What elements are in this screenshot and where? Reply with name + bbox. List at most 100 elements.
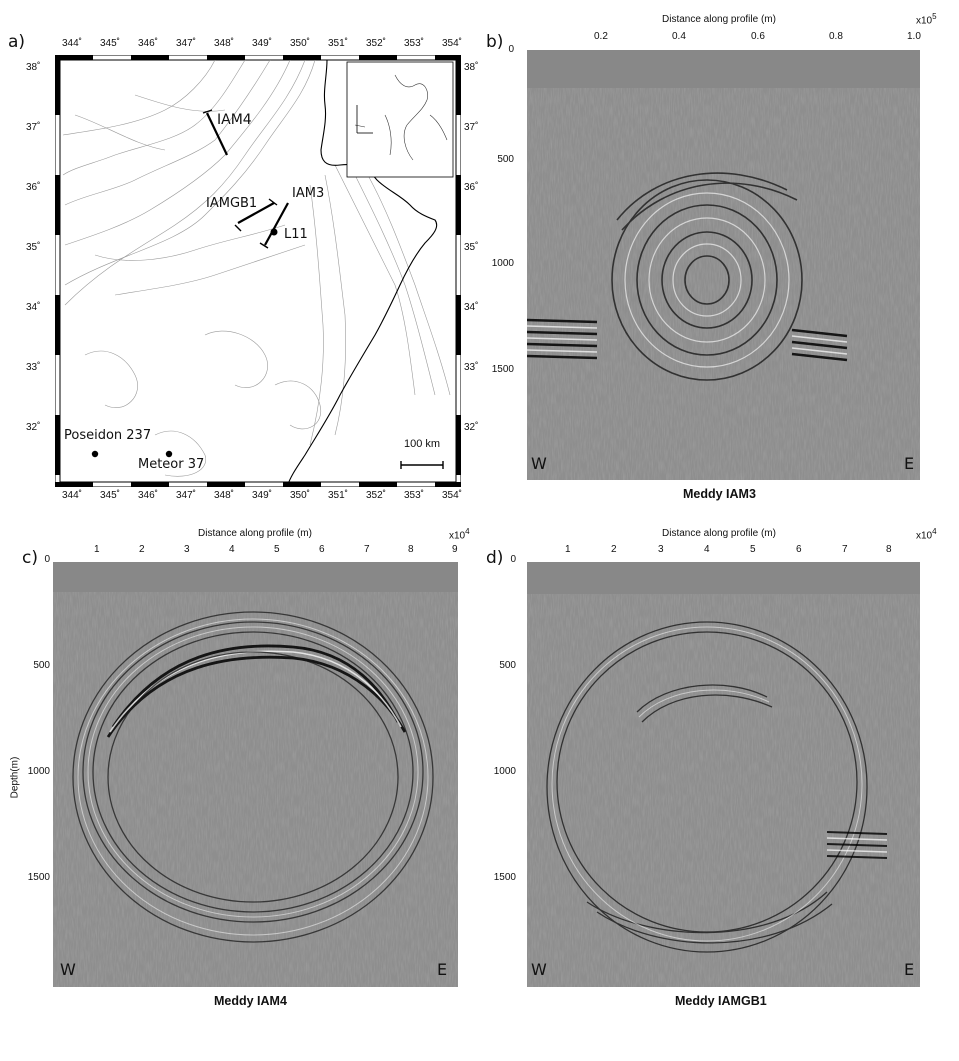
map-lon-ticks-top: 344˚ 345˚ 346˚ 347˚ 348˚ 349˚ 350˚ 351˚ 352˚ 353˚… <box>0 38 470 52</box>
map-lat-ticks-left: 38˚ 37˚ 36˚ 35˚ 34˚ 33˚ 32˚ <box>26 0 56 500</box>
map-lon-tick: 351˚ <box>328 38 349 49</box>
map-lon-tick: 350˚ <box>290 490 311 501</box>
panel-d-x-tick: 1 <box>565 544 571 555</box>
panel-d-letter: d) <box>486 548 504 568</box>
panel-c-west: W <box>60 960 76 979</box>
panel-b-x-title: Distance along profile (m) <box>662 14 776 25</box>
label-l11: L11 <box>284 227 308 242</box>
panel-b-letter: b) <box>486 32 504 52</box>
map-lon-tick: 344˚ <box>62 490 83 501</box>
map-lat-tick: 34˚ <box>26 302 41 313</box>
panel-b-x-tick: 0.2 <box>594 31 608 42</box>
panel-d-y-tick: 500 <box>499 660 516 671</box>
panel-c-y-tick: 500 <box>33 660 50 671</box>
map-lon-tick: 349˚ <box>252 490 273 501</box>
panel-c-x-tick: 2 <box>139 544 145 555</box>
panel-c-x-tick: 6 <box>319 544 325 555</box>
panel-b-y-tick: 500 <box>497 154 514 165</box>
panel-d-x-tick: 5 <box>750 544 756 555</box>
map-lon-ticks-bottom: 344˚ 345˚ 346˚ 347˚ 348˚ 349˚ 350˚ 351˚ 352˚ 353˚… <box>0 490 470 504</box>
panel-d-x-title: Distance along profile (m) <box>662 528 776 539</box>
map-lon-tick: 349˚ <box>252 38 273 49</box>
panel-b-x-ticks: 0.2 0.4 0.6 0.8 1.0 <box>0 31 959 45</box>
map-lat-tick: 35˚ <box>464 242 479 253</box>
poseidon-237-dot <box>91 450 99 458</box>
map-lon-tick: 345˚ <box>100 490 121 501</box>
map-lat-tick: 32˚ <box>464 422 479 433</box>
map-lat-tick: 33˚ <box>26 362 41 373</box>
panel-c-y-ticks: 0 500 1000 1500 <box>0 0 50 1061</box>
panel-d-x-tick: 7 <box>842 544 848 555</box>
map-lat-tick: 37˚ <box>464 122 479 133</box>
map-lat-tick: 38˚ <box>464 62 479 73</box>
panel-d-west: W <box>531 960 547 979</box>
panel-c-x-exponent: x104 <box>449 527 470 542</box>
map-lat-tick: 33˚ <box>464 362 479 373</box>
label-poseidon-237: Poseidon 237 <box>64 428 152 443</box>
panel-b-x-tick: 1.0 <box>907 31 921 42</box>
panel-b-seismic-image <box>527 50 920 480</box>
panel-c-x-tick: 5 <box>274 544 280 555</box>
map-lat-tick: 35˚ <box>26 242 41 253</box>
bathymetry-contours <box>62 59 451 477</box>
map-lon-tick: 348˚ <box>214 38 235 49</box>
panel-b-y-tick: 1000 <box>491 258 514 269</box>
panel-c-x-tick: 4 <box>229 544 235 555</box>
panel-c-y-tick: 0 <box>44 554 50 565</box>
panel-b-x-exponent: x105 <box>916 12 937 27</box>
panel-b-west: W <box>531 454 547 473</box>
coastline <box>286 59 438 487</box>
map-lat-tick: 36˚ <box>26 182 41 193</box>
panel-d-y-tick: 0 <box>510 554 516 565</box>
label-iam4: IAM4 <box>217 112 252 128</box>
panel-d-seismic-image <box>527 562 920 987</box>
seismic-profiles <box>202 109 289 249</box>
map-lon-tick: 344˚ <box>62 38 83 49</box>
panel-c-east: E <box>437 960 448 979</box>
l11-station-dot <box>270 228 278 236</box>
map-lat-tick: 38˚ <box>26 62 41 73</box>
panel-c-caption: Meddy IAM4 <box>214 994 287 1008</box>
map-lon-tick: 354˚ <box>442 490 463 501</box>
panel-a-letter: a) <box>8 32 26 52</box>
map-lat-tick: 34˚ <box>464 302 479 313</box>
panel-d-caption: Meddy IAMGB1 <box>675 994 767 1008</box>
panel-d-y-tick: 1500 <box>493 872 516 883</box>
panel-c-y-tick: 1500 <box>27 872 50 883</box>
map-lat-tick: 32˚ <box>26 422 41 433</box>
panel-c-x-tick: 7 <box>364 544 370 555</box>
panel-c-x-tick: 9 <box>452 544 458 555</box>
map-lat-tick: 37˚ <box>26 122 41 133</box>
label-scale-100km: 100 km <box>404 438 441 450</box>
panel-c-x-tick: 8 <box>408 544 414 555</box>
map-lon-tick: 352˚ <box>366 490 387 501</box>
map-lon-tick: 353˚ <box>404 490 425 501</box>
label-iamgb1: IAMGB1 <box>206 196 258 211</box>
map-lon-tick: 347˚ <box>176 490 197 501</box>
label-iam3: IAM3 <box>292 186 325 201</box>
panel-b-x-tick: 0.4 <box>672 31 686 42</box>
panel-c-seismic-image <box>53 562 458 987</box>
panel-d-y-tick: 1000 <box>493 766 516 777</box>
map-lon-tick: 348˚ <box>214 490 235 501</box>
panel-b-y-tick: 1500 <box>491 364 514 375</box>
panel-b-x-tick: 0.8 <box>829 31 843 42</box>
panel-b-caption: Meddy IAM3 <box>683 487 756 501</box>
map-lon-tick: 353˚ <box>404 38 425 49</box>
label-meteor-37: Meteor 37 <box>138 457 205 472</box>
scale-bar <box>400 461 444 469</box>
panel-d-x-ticks: 1 2 3 4 5 6 7 8 <box>0 544 959 558</box>
panel-b-y-tick: 0 <box>508 44 514 55</box>
panel-c-x-title: Distance along profile (m) <box>198 528 312 539</box>
map-lon-tick: 354˚ <box>442 38 463 49</box>
map-lon-tick: 351˚ <box>328 490 349 501</box>
map-lon-tick: 347˚ <box>176 38 197 49</box>
panel-b-east: E <box>904 454 915 473</box>
map-lon-tick: 352˚ <box>366 38 387 49</box>
panel-b-x-tick: 0.6 <box>751 31 765 42</box>
panel-d-x-tick: 3 <box>658 544 664 555</box>
map-lon-tick: 350˚ <box>290 38 311 49</box>
panel-c-y-tick: 1000 <box>27 766 50 777</box>
panel-d-east: E <box>904 960 915 979</box>
map-frame <box>55 55 461 487</box>
